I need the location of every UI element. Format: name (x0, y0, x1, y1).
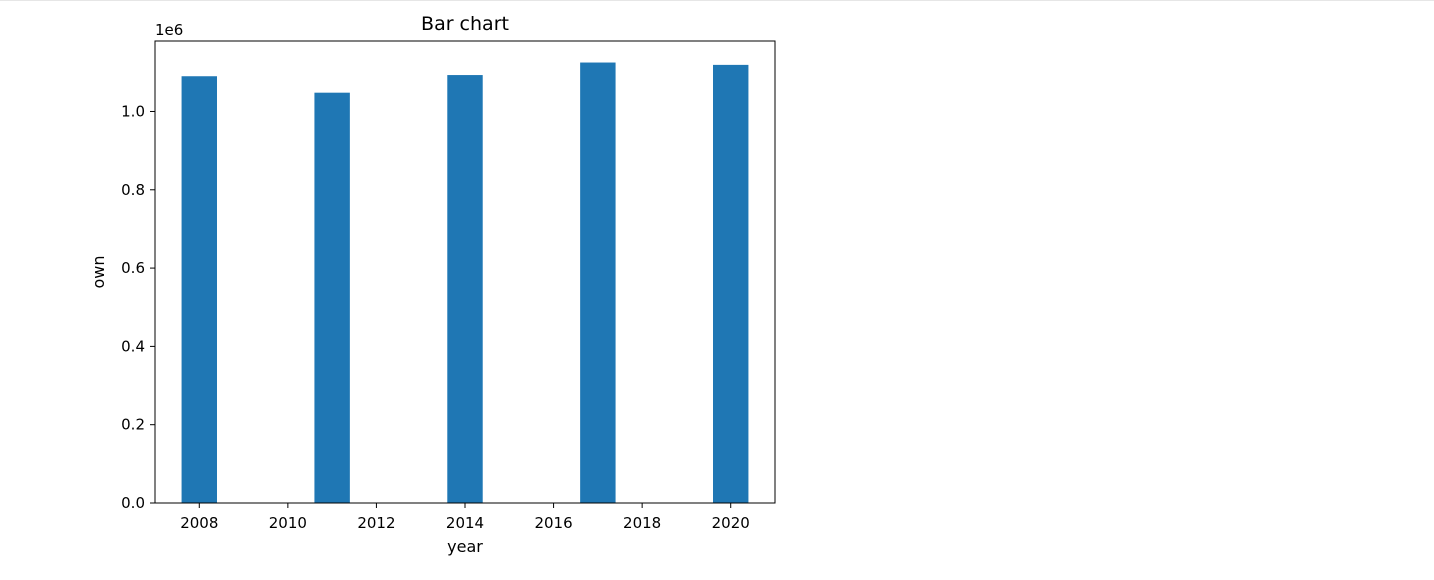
x-tick-label: 2018 (623, 514, 661, 532)
bar-2011 (314, 92, 350, 503)
x-tick-label: 2016 (534, 514, 572, 532)
y-tick-label: 1.0 (121, 102, 145, 120)
y-tick-label: 0.0 (121, 494, 145, 512)
y-axis-title: own (89, 255, 108, 288)
bar-2008 (181, 76, 217, 503)
x-tick-label: 2020 (712, 514, 750, 532)
x-axis-title: year (447, 537, 483, 556)
y-tick-label: 0.8 (121, 181, 145, 199)
ticks-layer: 2008 2010 2012 2014 2016 2018 2020 0.0 0.2 0.4 0.6… (121, 102, 750, 532)
y-tick-label: 0.6 (121, 259, 145, 277)
x-tick-label: 2008 (180, 514, 218, 532)
y-tick-label: 0.2 (121, 416, 145, 434)
y-tick-label: 0.4 (121, 337, 145, 355)
bars-layer (181, 62, 749, 503)
y-axis-offset-label: 1e6 (155, 21, 183, 39)
top-divider (0, 0, 1434, 1)
bar-2020 (713, 64, 749, 503)
x-tick-label: 2012 (357, 514, 395, 532)
chart-title: Bar chart (421, 13, 509, 35)
x-tick-label: 2010 (269, 514, 307, 532)
bar-2014 (447, 75, 483, 503)
bar-2017 (580, 62, 616, 503)
plot-frame (154, 40, 776, 504)
x-tick-label: 2014 (446, 514, 484, 532)
